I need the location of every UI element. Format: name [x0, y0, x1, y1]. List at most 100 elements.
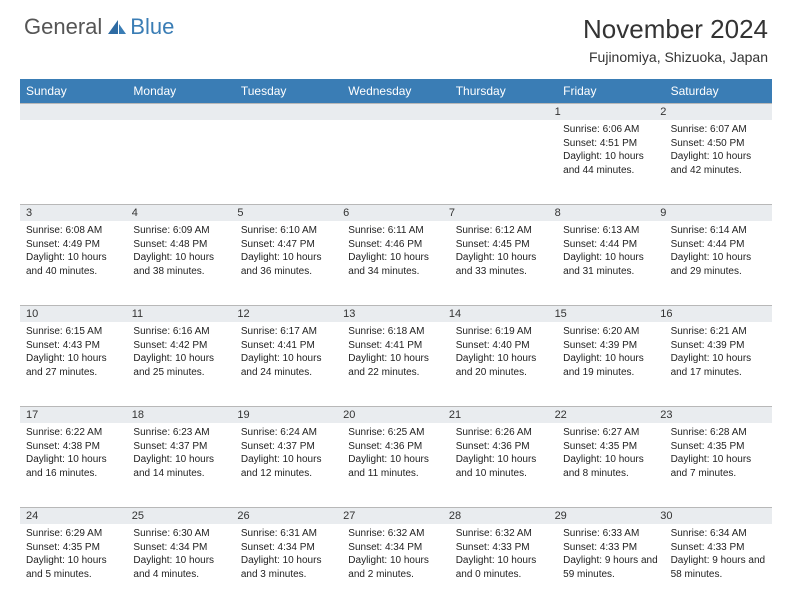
day-info: Sunrise: 6:09 AMSunset: 4:48 PMDaylight:…	[133, 224, 228, 278]
day-number: 6	[343, 207, 449, 219]
day-cell	[342, 120, 449, 204]
day-info: Sunrise: 6:20 AMSunset: 4:39 PMDaylight:…	[563, 325, 658, 379]
week-row: Sunrise: 6:15 AMSunset: 4:43 PMDaylight:…	[20, 322, 772, 406]
daylight-text: Daylight: 10 hours and 16 minutes.	[26, 453, 121, 480]
location-label: Fujinomiya, Shizuoka, Japan	[583, 49, 768, 65]
day-cell: Sunrise: 6:25 AMSunset: 4:36 PMDaylight:…	[342, 423, 449, 507]
day-cell: Sunrise: 6:06 AMSunset: 4:51 PMDaylight:…	[557, 120, 664, 204]
day-info: Sunrise: 6:26 AMSunset: 4:36 PMDaylight:…	[456, 426, 551, 480]
page-title: November 2024	[583, 14, 768, 45]
day-cell: Sunrise: 6:17 AMSunset: 4:41 PMDaylight:…	[235, 322, 342, 406]
sunset-text: Sunset: 4:35 PM	[563, 440, 658, 454]
daylight-text: Daylight: 10 hours and 7 minutes.	[671, 453, 766, 480]
day-number: 3	[26, 207, 132, 219]
day-cell: Sunrise: 6:24 AMSunset: 4:37 PMDaylight:…	[235, 423, 342, 507]
day-info: Sunrise: 6:18 AMSunset: 4:41 PMDaylight:…	[348, 325, 443, 379]
weekday-label: Sunday	[20, 79, 127, 103]
day-cell: Sunrise: 6:32 AMSunset: 4:33 PMDaylight:…	[450, 524, 557, 608]
sunset-text: Sunset: 4:51 PM	[563, 137, 658, 151]
day-number: 23	[660, 409, 766, 421]
day-info: Sunrise: 6:12 AMSunset: 4:45 PMDaylight:…	[456, 224, 551, 278]
day-number: 15	[555, 308, 661, 320]
daylight-text: Daylight: 10 hours and 38 minutes.	[133, 251, 228, 278]
sunrise-text: Sunrise: 6:27 AM	[563, 426, 658, 440]
day-number: 7	[449, 207, 555, 219]
day-info: Sunrise: 6:06 AMSunset: 4:51 PMDaylight:…	[563, 123, 658, 177]
sunset-text: Sunset: 4:37 PM	[133, 440, 228, 454]
logo-text-blue: Blue	[130, 14, 174, 40]
day-number: 10	[26, 308, 132, 320]
daylight-text: Daylight: 10 hours and 34 minutes.	[348, 251, 443, 278]
day-info: Sunrise: 6:28 AMSunset: 4:35 PMDaylight:…	[671, 426, 766, 480]
sunset-text: Sunset: 4:46 PM	[348, 238, 443, 252]
calendar: Sunday Monday Tuesday Wednesday Thursday…	[20, 79, 772, 608]
sunrise-text: Sunrise: 6:13 AM	[563, 224, 658, 238]
daylight-text: Daylight: 10 hours and 25 minutes.	[133, 352, 228, 379]
sunrise-text: Sunrise: 6:18 AM	[348, 325, 443, 339]
day-number	[26, 106, 132, 118]
day-number: 20	[343, 409, 449, 421]
day-number	[449, 106, 555, 118]
weeks-container: 12 Sunrise: 6:06 AMSunset: 4:51 PMDayligh…	[20, 103, 772, 608]
daylight-text: Daylight: 10 hours and 4 minutes.	[133, 554, 228, 581]
day-number: 11	[132, 308, 238, 320]
sunset-text: Sunset: 4:33 PM	[671, 541, 766, 555]
weekday-label: Saturday	[665, 79, 772, 103]
weekday-header: Sunday Monday Tuesday Wednesday Thursday…	[20, 79, 772, 103]
daylight-text: Daylight: 10 hours and 12 minutes.	[241, 453, 336, 480]
sunrise-text: Sunrise: 6:12 AM	[456, 224, 551, 238]
day-number: 2	[660, 106, 766, 118]
day-cell	[20, 120, 127, 204]
sunrise-text: Sunrise: 6:22 AM	[26, 426, 121, 440]
sunrise-text: Sunrise: 6:08 AM	[26, 224, 121, 238]
sunset-text: Sunset: 4:43 PM	[26, 339, 121, 353]
weekday-label: Friday	[557, 79, 664, 103]
week-row: Sunrise: 6:08 AMSunset: 4:49 PMDaylight:…	[20, 221, 772, 305]
day-number: 21	[449, 409, 555, 421]
daylight-text: Daylight: 10 hours and 44 minutes.	[563, 150, 658, 177]
sunset-text: Sunset: 4:40 PM	[456, 339, 551, 353]
day-info: Sunrise: 6:11 AMSunset: 4:46 PMDaylight:…	[348, 224, 443, 278]
sunrise-text: Sunrise: 6:11 AM	[348, 224, 443, 238]
day-cell: Sunrise: 6:09 AMSunset: 4:48 PMDaylight:…	[127, 221, 234, 305]
daylight-text: Daylight: 9 hours and 58 minutes.	[671, 554, 766, 581]
sail-icon	[106, 18, 128, 36]
day-number	[343, 106, 449, 118]
day-cell: Sunrise: 6:11 AMSunset: 4:46 PMDaylight:…	[342, 221, 449, 305]
sunset-text: Sunset: 4:33 PM	[456, 541, 551, 555]
day-cell	[127, 120, 234, 204]
day-number-row: 17181920212223	[20, 406, 772, 423]
day-number: 27	[343, 510, 449, 522]
sunrise-text: Sunrise: 6:29 AM	[26, 527, 121, 541]
day-cell: Sunrise: 6:21 AMSunset: 4:39 PMDaylight:…	[665, 322, 772, 406]
week-row: Sunrise: 6:06 AMSunset: 4:51 PMDaylight:…	[20, 120, 772, 204]
day-info: Sunrise: 6:29 AMSunset: 4:35 PMDaylight:…	[26, 527, 121, 581]
sunset-text: Sunset: 4:38 PM	[26, 440, 121, 454]
daylight-text: Daylight: 10 hours and 40 minutes.	[26, 251, 121, 278]
sunset-text: Sunset: 4:39 PM	[563, 339, 658, 353]
day-number: 16	[660, 308, 766, 320]
sunrise-text: Sunrise: 6:17 AM	[241, 325, 336, 339]
weekday-label: Thursday	[450, 79, 557, 103]
day-info: Sunrise: 6:22 AMSunset: 4:38 PMDaylight:…	[26, 426, 121, 480]
daylight-text: Daylight: 10 hours and 22 minutes.	[348, 352, 443, 379]
day-number: 9	[660, 207, 766, 219]
day-number: 18	[132, 409, 238, 421]
day-number: 29	[555, 510, 661, 522]
day-number: 12	[237, 308, 343, 320]
daylight-text: Daylight: 10 hours and 5 minutes.	[26, 554, 121, 581]
weekday-label: Monday	[127, 79, 234, 103]
day-cell: Sunrise: 6:29 AMSunset: 4:35 PMDaylight:…	[20, 524, 127, 608]
day-number: 19	[237, 409, 343, 421]
day-info: Sunrise: 6:10 AMSunset: 4:47 PMDaylight:…	[241, 224, 336, 278]
day-cell: Sunrise: 6:32 AMSunset: 4:34 PMDaylight:…	[342, 524, 449, 608]
sunset-text: Sunset: 4:39 PM	[671, 339, 766, 353]
daylight-text: Daylight: 10 hours and 10 minutes.	[456, 453, 551, 480]
daylight-text: Daylight: 10 hours and 17 minutes.	[671, 352, 766, 379]
daylight-text: Daylight: 10 hours and 29 minutes.	[671, 251, 766, 278]
daylight-text: Daylight: 10 hours and 2 minutes.	[348, 554, 443, 581]
sunset-text: Sunset: 4:45 PM	[456, 238, 551, 252]
day-cell: Sunrise: 6:19 AMSunset: 4:40 PMDaylight:…	[450, 322, 557, 406]
daylight-text: Daylight: 10 hours and 36 minutes.	[241, 251, 336, 278]
sunrise-text: Sunrise: 6:24 AM	[241, 426, 336, 440]
